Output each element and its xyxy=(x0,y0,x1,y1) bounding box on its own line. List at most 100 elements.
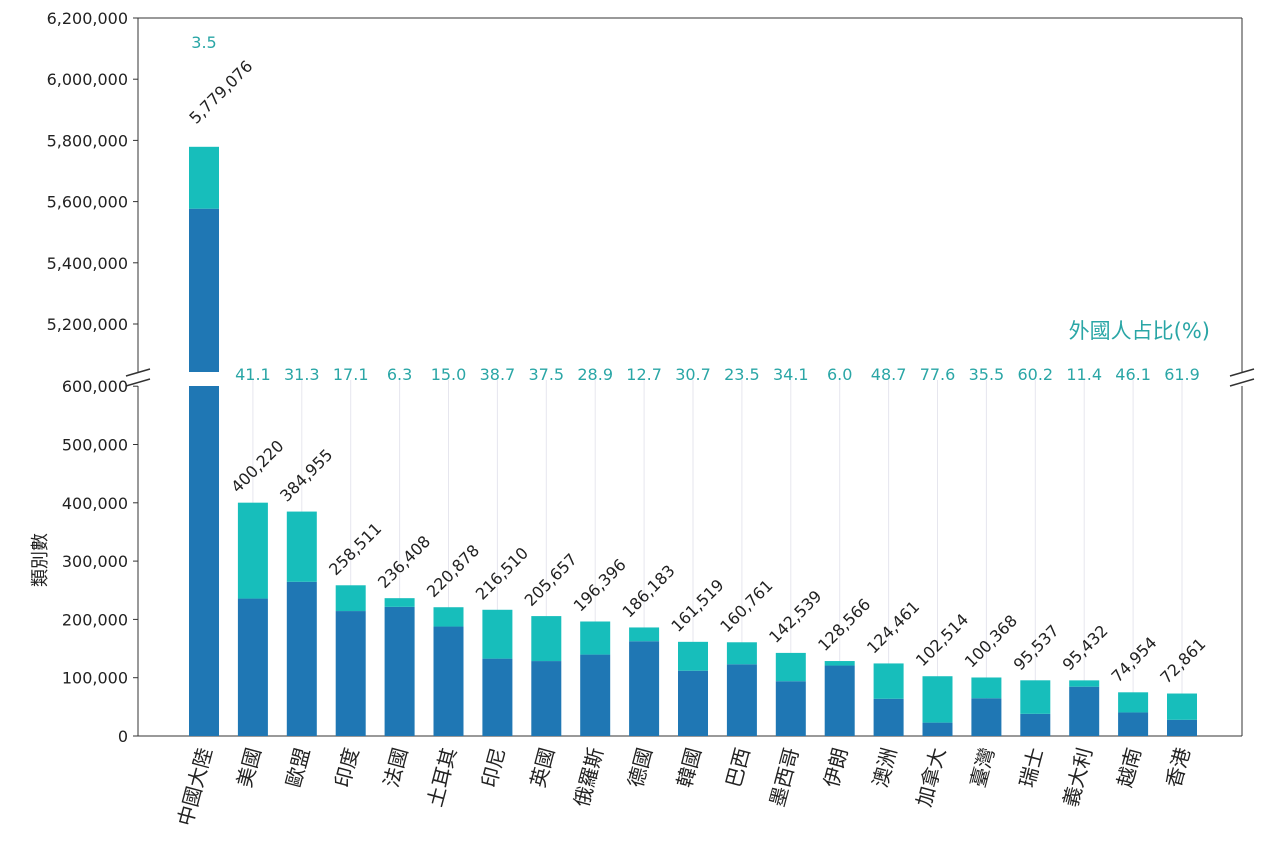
value-label: 142,539 xyxy=(765,587,825,647)
category-label: 瑞士 xyxy=(1015,745,1049,790)
value-label: 161,519 xyxy=(667,575,727,635)
category-label: 德國 xyxy=(623,745,657,790)
y-tick-label: 5,600,000 xyxy=(47,193,128,212)
bar-foreign xyxy=(1118,692,1149,713)
bar-foreign xyxy=(873,663,904,699)
category-label: 澳洲 xyxy=(868,745,902,790)
y-tick-label: 0 xyxy=(118,727,128,746)
bar-domestic xyxy=(1069,686,1100,736)
bar-domestic xyxy=(189,386,219,736)
foreign-share-label: 35.5 xyxy=(969,365,1005,384)
category-label: 伊朗 xyxy=(819,745,853,790)
bar-domestic xyxy=(1020,713,1051,736)
foreign-share-label: 77.6 xyxy=(920,365,956,384)
value-label: 400,220 xyxy=(227,436,287,496)
bar-foreign xyxy=(580,621,611,655)
category-label: 臺灣 xyxy=(966,745,1000,790)
bar-domestic xyxy=(678,670,708,736)
category-label: 中國大陸 xyxy=(173,745,217,828)
bar-domestic xyxy=(189,208,219,372)
bar-foreign xyxy=(1020,680,1051,714)
foreign-share-label: 6.3 xyxy=(387,365,412,384)
y-tick-label: 100,000 xyxy=(62,669,128,688)
bar-domestic xyxy=(384,606,415,736)
bar-foreign xyxy=(531,616,562,662)
upper-panel: 5,200,000 5,400,000 5,600,000 5,800,000 6,00… xyxy=(47,9,1255,387)
category-label: 法國 xyxy=(379,745,413,790)
bar-domestic xyxy=(775,681,806,736)
value-label: 5,779,076 xyxy=(185,57,256,128)
bar-domestic xyxy=(824,665,855,736)
bar-foreign xyxy=(189,146,219,209)
value-label: 258,511 xyxy=(325,519,385,579)
bar-foreign xyxy=(1167,693,1197,720)
y-tick-label: 500,000 xyxy=(62,436,128,455)
bar-foreign xyxy=(629,627,660,642)
category-label: 印尼 xyxy=(477,745,511,790)
y-axis-label: 類別數 xyxy=(30,533,51,587)
foreign-share-label: 23.5 xyxy=(724,365,760,384)
y-tick-label: 5,800,000 xyxy=(47,131,128,150)
value-label: 95,537 xyxy=(1010,621,1063,674)
category-label: 歐盟 xyxy=(281,745,315,790)
bar-domestic xyxy=(482,658,513,736)
category-label: 加拿大 xyxy=(912,745,951,809)
bar-foreign xyxy=(1069,680,1100,687)
foreign-share-label: 34.1 xyxy=(773,365,809,384)
foreign-share-label: 60.2 xyxy=(1017,365,1053,384)
axis-break-mark xyxy=(125,368,151,377)
bar-domestic xyxy=(1167,719,1197,736)
value-label: 160,761 xyxy=(716,576,776,636)
foreign-share-label: 17.1 xyxy=(333,365,369,384)
bar-domestic xyxy=(726,664,757,736)
bar-foreign xyxy=(922,676,953,723)
category-label: 土耳其 xyxy=(423,745,462,809)
bar-foreign xyxy=(726,642,757,665)
value-label: 95,432 xyxy=(1059,621,1112,674)
foreign-share-label: 31.3 xyxy=(284,365,320,384)
bar-domestic xyxy=(580,654,611,736)
foreign-share-label: 15.0 xyxy=(431,365,467,384)
category-label: 墨西哥 xyxy=(765,745,804,809)
bar-domestic xyxy=(286,581,317,736)
bar-foreign xyxy=(775,652,806,682)
bar-domestic xyxy=(1118,712,1149,736)
bar-foreign xyxy=(237,502,268,599)
value-label: 384,955 xyxy=(276,445,336,505)
foreign-share-label: 12.7 xyxy=(626,365,662,384)
bars xyxy=(189,146,1197,736)
axis-break-mark xyxy=(1229,378,1255,387)
foreign-share-label: 46.1 xyxy=(1115,365,1151,384)
y-tick-label: 5,400,000 xyxy=(47,254,128,273)
foreign-share-label: 28.9 xyxy=(577,365,613,384)
y-tick-label: 6,000,000 xyxy=(47,70,128,89)
bar-domestic xyxy=(873,698,904,736)
category-label: 越南 xyxy=(1112,745,1146,790)
category-label: 英國 xyxy=(526,745,560,790)
y-tick-label: 300,000 xyxy=(62,552,128,571)
y-tick-label: 600,000 xyxy=(62,377,128,396)
bar-foreign xyxy=(824,661,855,666)
bar-domestic xyxy=(237,598,268,736)
foreign-share-label: 6.0 xyxy=(827,365,852,384)
y-tick-label: 400,000 xyxy=(62,494,128,513)
category-label: 義大利 xyxy=(1058,745,1097,809)
foreign-share-label: 41.1 xyxy=(235,365,271,384)
bar-domestic xyxy=(971,698,1002,736)
bar-domestic xyxy=(531,661,562,736)
foreign-share-label: 61.9 xyxy=(1164,365,1200,384)
y-tick-label: 5,200,000 xyxy=(47,315,128,334)
bar-domestic xyxy=(922,722,953,736)
bar-foreign xyxy=(335,585,366,612)
bar-foreign xyxy=(286,511,317,582)
bar-foreign xyxy=(971,677,1002,699)
category-label: 俄羅斯 xyxy=(569,745,608,809)
y-tick-label: 200,000 xyxy=(62,610,128,629)
bar-domestic xyxy=(335,611,366,736)
y-tick-label: 6,200,000 xyxy=(47,9,128,28)
bar-domestic xyxy=(433,626,464,736)
foreign-share-label: 11.4 xyxy=(1066,365,1102,384)
category-label: 香港 xyxy=(1161,745,1195,790)
category-label: 美國 xyxy=(232,745,266,790)
foreign-share-label: 48.7 xyxy=(871,365,907,384)
